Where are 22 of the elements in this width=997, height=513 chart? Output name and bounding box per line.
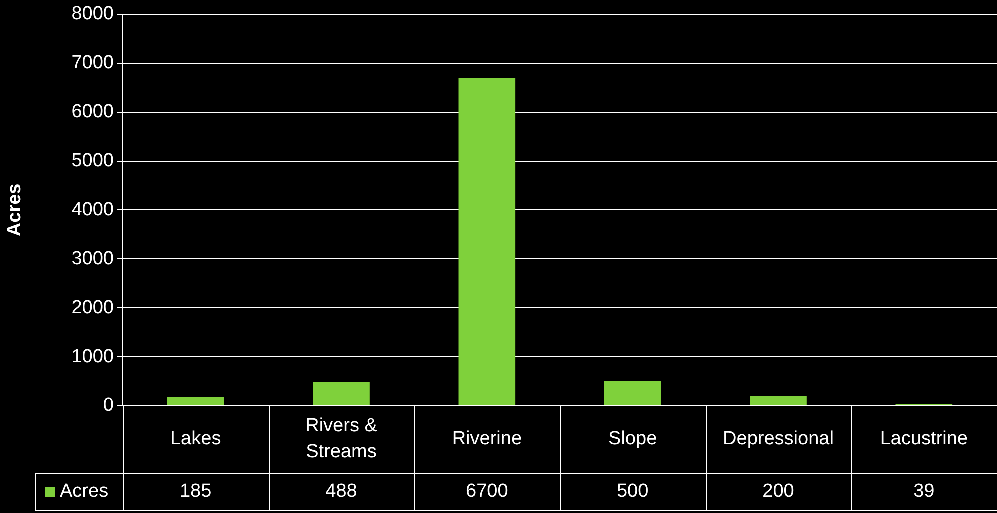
data-label: 39	[914, 481, 935, 502]
data-label: 6700	[466, 481, 508, 502]
x-tick-label: Riverine	[452, 428, 522, 450]
y-tick-label: 6000	[72, 102, 114, 123]
y-tick-label: 4000	[72, 199, 114, 220]
y-tick-label: 3000	[72, 248, 114, 270]
y-tick-label: 8000	[72, 4, 114, 25]
data-label: 488	[326, 481, 358, 502]
data-label: 500	[616, 481, 649, 502]
y-tick-label: 5000	[72, 150, 114, 172]
y-axis-title: Acres	[4, 184, 26, 237]
data-label: 185	[180, 481, 212, 502]
y-tick-label: 1000	[72, 346, 114, 368]
x-tick-label: Rivers & Streams	[306, 416, 378, 463]
x-tick-label: Depressional	[723, 428, 834, 450]
x-tick-label: Lacustrine	[880, 428, 968, 450]
data-label: 200	[762, 481, 794, 502]
x-tick-label: Slope	[608, 428, 658, 450]
x-tick-label: Lakes	[170, 428, 222, 450]
y-tick-label: 7000	[72, 52, 114, 74]
y-tick-label: 2000	[72, 297, 114, 318]
y-tick-label: 0	[103, 395, 114, 416]
